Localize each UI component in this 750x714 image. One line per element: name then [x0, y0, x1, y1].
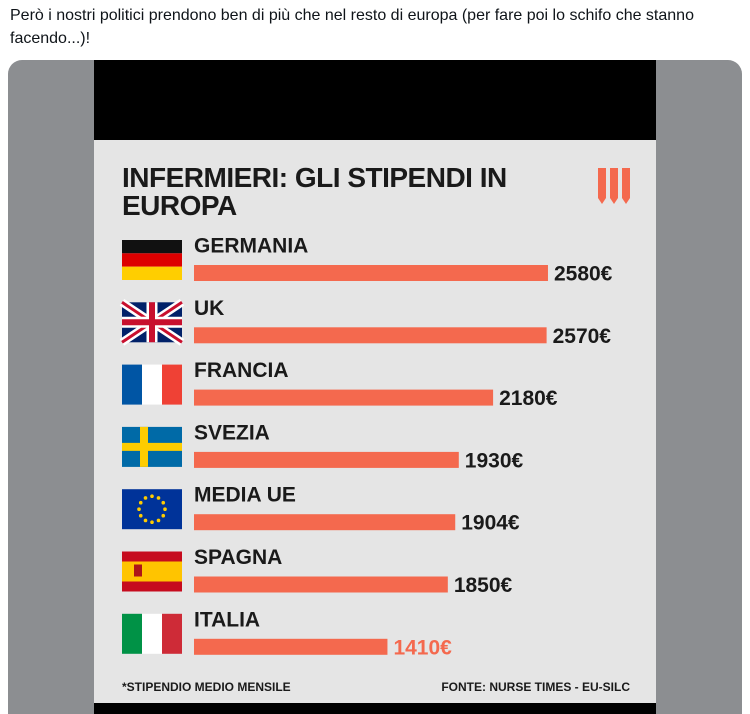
value-label: 2570€: [553, 325, 612, 348]
flag-star: [161, 500, 166, 505]
post-text: Però i nostri politici prendono ben di p…: [10, 7, 694, 47]
bar: [194, 389, 494, 406]
category-label: FRANCIA: [194, 359, 289, 382]
flag-star: [143, 518, 148, 523]
flag: [122, 551, 182, 592]
flag-stripe: [122, 364, 142, 405]
bar: [194, 576, 448, 593]
category-label: SVEZIA: [194, 421, 270, 444]
value-label: 1850€: [454, 574, 513, 597]
footnote: *STIPENDIO MEDIO MENSILE: [122, 680, 291, 694]
black-band: [94, 60, 656, 140]
flag-stripe: [142, 364, 162, 405]
bar: [194, 514, 456, 531]
category-label: UK: [194, 297, 224, 320]
flag-star: [156, 518, 161, 523]
flag: [122, 613, 182, 654]
flag-star: [150, 494, 154, 499]
flag-emblem: [134, 564, 142, 577]
flag-cross: [122, 426, 182, 467]
flag: [122, 426, 182, 467]
category-label: ITALIA: [194, 608, 260, 631]
value-label: 1410€: [393, 636, 452, 659]
flag: [122, 489, 182, 530]
flag-star: [156, 496, 161, 500]
flag-stripe: [142, 613, 162, 654]
flag-star: [143, 496, 148, 500]
flag-star: [138, 513, 143, 518]
black-band: [94, 703, 656, 714]
value-label: 1930€: [465, 449, 524, 472]
flag-stripe: [122, 561, 182, 582]
flag-stripe: [162, 364, 182, 405]
value-label: 2580€: [554, 263, 613, 286]
flag-stripe: [122, 240, 182, 254]
flag-stripe: [162, 613, 182, 654]
flag-stripe: [122, 253, 182, 267]
bar: [194, 451, 459, 468]
flag-star: [161, 513, 166, 518]
chart-title: INFERMIERI: GLI STIPENDI IN EUROPA: [122, 162, 507, 221]
flag-star: [137, 507, 141, 512]
flag: [119, 298, 185, 346]
source: FONTE: NURSE TIMES - EU-SILC: [441, 680, 630, 694]
bar: [194, 327, 547, 344]
category-label: MEDIA UE: [194, 484, 296, 507]
flag-stripe: [122, 613, 142, 654]
flag-stripe: [122, 266, 182, 280]
flag: [122, 364, 182, 405]
flag-star: [138, 500, 143, 505]
flag-cross: [122, 302, 182, 343]
logo: [598, 168, 630, 204]
value-label: 2180€: [499, 387, 558, 410]
flag: [122, 240, 182, 280]
category-label: GERMANIA: [194, 235, 308, 258]
bar: [194, 638, 388, 655]
flag-star: [163, 507, 167, 512]
chart-background: [94, 140, 656, 703]
category-label: SPAGNA: [194, 546, 282, 569]
bar: [194, 265, 548, 281]
value-label: 1904€: [461, 512, 520, 535]
flag-star: [150, 520, 154, 524]
